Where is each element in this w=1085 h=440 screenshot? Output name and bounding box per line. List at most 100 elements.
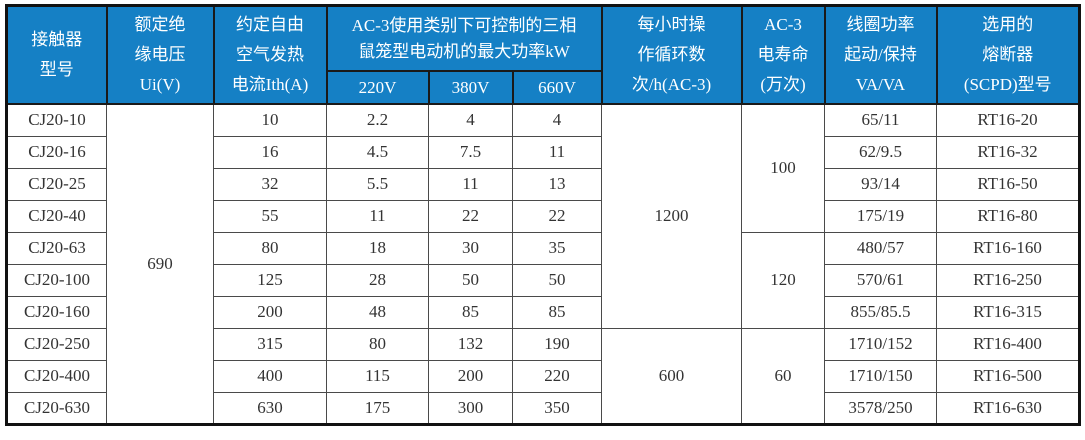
cell-fuse: RT16-500 [936, 359, 1080, 393]
cell-model: CJ20-250 [6, 327, 107, 361]
cell-p660: 50 [512, 263, 602, 297]
cell-ith: 32 [213, 167, 327, 201]
cell-fuse: RT16-50 [936, 167, 1080, 201]
cell-fuse: RT16-250 [936, 263, 1080, 297]
cell-ith: 400 [213, 359, 327, 393]
cell-p660: 350 [512, 391, 602, 425]
cell-p660: 190 [512, 327, 602, 361]
cell-p380: 132 [428, 327, 513, 361]
cell-life-merged-60: 60 [741, 327, 825, 425]
table-row: CJ20-16 16 4.5 7.5 11 62/9.5 RT16-32 [6, 135, 1080, 169]
header-cycles-per-hour: 每小时操 作循环数 次/h(AC-3) [600, 4, 743, 105]
cell-coil: 1710/152 [824, 327, 937, 361]
cell-p220: 28 [326, 263, 429, 297]
cell-coil: 570/61 [824, 263, 937, 297]
table-row: CJ20-250 315 80 132 190 600 60 1710/152 … [6, 327, 1080, 425]
cell-p660: 4 [512, 103, 602, 137]
cell-ith: 315 [213, 327, 327, 361]
cell-coil: 65/11 [824, 103, 937, 137]
cell-coil: 1710/150 [824, 359, 937, 393]
cell-coil: 480/57 [824, 231, 937, 265]
cell-coil: 855/85.5 [824, 295, 937, 329]
cell-p380: 30 [428, 231, 513, 265]
cell-cycles-merged-600: 600 [601, 327, 742, 425]
cell-fuse: RT16-160 [936, 231, 1080, 265]
cell-fuse: RT16-630 [936, 391, 1080, 425]
cell-coil: 3578/250 [824, 391, 937, 425]
cell-ith: 80 [213, 231, 327, 265]
table-row: CJ20-25 32 5.5 11 13 93/14 RT16-50 [6, 167, 1080, 201]
cell-p220: 4.5 [326, 135, 429, 169]
table-row: CJ20-100 125 28 50 50 570/61 RT16-250 [6, 263, 1080, 297]
header-380v: 380V [427, 70, 514, 105]
cell-fuse: RT16-20 [936, 103, 1080, 137]
cell-p220: 18 [326, 231, 429, 265]
cell-model: CJ20-400 [6, 359, 107, 393]
cell-p380: 300 [428, 391, 513, 425]
cell-p220: 175 [326, 391, 429, 425]
cell-p220: 11 [326, 199, 429, 233]
cell-fuse: RT16-80 [936, 199, 1080, 233]
cell-model: CJ20-630 [6, 391, 107, 425]
cell-fuse: RT16-400 [936, 327, 1080, 361]
cell-p380: 50 [428, 263, 513, 297]
cell-p220: 80 [326, 327, 429, 361]
contactor-spec-table-wrap: 接触器 型号 额定绝 缘电压 Ui(V) 约定自由 空气发热 电流Ith(A) … [5, 4, 1081, 426]
cell-ith: 125 [213, 263, 327, 297]
cell-cycles-merged-1200: 1200 [601, 103, 742, 329]
contactor-spec-table: 接触器 型号 额定绝 缘电压 Ui(V) 约定自由 空气发热 电流Ith(A) … [5, 4, 1081, 426]
cell-model: CJ20-160 [6, 295, 107, 329]
header-contactor-model: 接触器 型号 [5, 4, 108, 105]
cell-coil: 93/14 [824, 167, 937, 201]
cell-p220: 5.5 [326, 167, 429, 201]
header-coil-power: 线圈功率 起动/保持 VA/VA [823, 4, 938, 105]
table-row: CJ20-400 400 115 200 220 1710/150 RT16-5… [6, 359, 1080, 393]
cell-model: CJ20-16 [6, 135, 107, 169]
cell-p380: 22 [428, 199, 513, 233]
cell-insulation-voltage-merged: 690 [106, 103, 214, 425]
table-header: 接触器 型号 额定绝 缘电压 Ui(V) 约定自由 空气发热 电流Ith(A) … [5, 4, 1081, 105]
cell-model: CJ20-63 [6, 231, 107, 265]
cell-p660: 85 [512, 295, 602, 329]
cell-model: CJ20-10 [6, 103, 107, 137]
table-row: CJ20-10 690 10 2.2 4 4 1200 100 65/11 RT… [6, 103, 1080, 425]
cell-fuse: RT16-32 [936, 135, 1080, 169]
cell-p380: 7.5 [428, 135, 513, 169]
cell-ith: 630 [213, 391, 327, 425]
cell-p220: 48 [326, 295, 429, 329]
cell-life-merged-120: 120 [741, 231, 825, 329]
cell-p380: 200 [428, 359, 513, 393]
header-electrical-life: AC-3 电寿命 (万次) [740, 4, 826, 105]
header-ac3-power-group: AC-3使用类别下可控制的三相 鼠笼型电动机的最大功率kW [325, 4, 603, 72]
cell-p660: 13 [512, 167, 602, 201]
cell-p380: 85 [428, 295, 513, 329]
cell-p220: 115 [326, 359, 429, 393]
cell-ith: 55 [213, 199, 327, 233]
cell-model: CJ20-100 [6, 263, 107, 297]
cell-p380: 11 [428, 167, 513, 201]
header-thermal-current: 约定自由 空气发热 电流Ith(A) [212, 4, 328, 105]
cell-life-merged-100: 100 [741, 103, 825, 233]
header-insulation-voltage: 额定绝 缘电压 Ui(V) [105, 4, 215, 105]
cell-model: CJ20-40 [6, 199, 107, 233]
cell-p660: 220 [512, 359, 602, 393]
cell-p660: 11 [512, 135, 602, 169]
header-row-group: 接触器 型号 额定绝 缘电压 Ui(V) 约定自由 空气发热 电流Ith(A) … [5, 4, 1081, 105]
cell-ith: 200 [213, 295, 327, 329]
cell-p660: 35 [512, 231, 602, 265]
table-body: CJ20-10 690 10 2.2 4 4 1200 100 65/11 RT… [6, 103, 1080, 425]
table-row: CJ20-630 630 175 300 350 3578/250 RT16-6… [6, 391, 1080, 425]
cell-ith: 10 [213, 103, 327, 137]
cell-p380: 4 [428, 103, 513, 137]
header-220v: 220V [325, 70, 430, 105]
header-fuse: 选用的 熔断器 (SCPD)型号 [935, 4, 1081, 105]
cell-coil: 62/9.5 [824, 135, 937, 169]
cell-model: CJ20-25 [6, 167, 107, 201]
cell-ith: 16 [213, 135, 327, 169]
cell-p220: 2.2 [326, 103, 429, 137]
cell-coil: 175/19 [824, 199, 937, 233]
cell-p660: 22 [512, 199, 602, 233]
table-row: CJ20-40 55 11 22 22 175/19 RT16-80 [6, 199, 1080, 233]
header-660v: 660V [511, 70, 603, 105]
header-row-sub: 220V 380V 660V [7, 70, 1080, 105]
